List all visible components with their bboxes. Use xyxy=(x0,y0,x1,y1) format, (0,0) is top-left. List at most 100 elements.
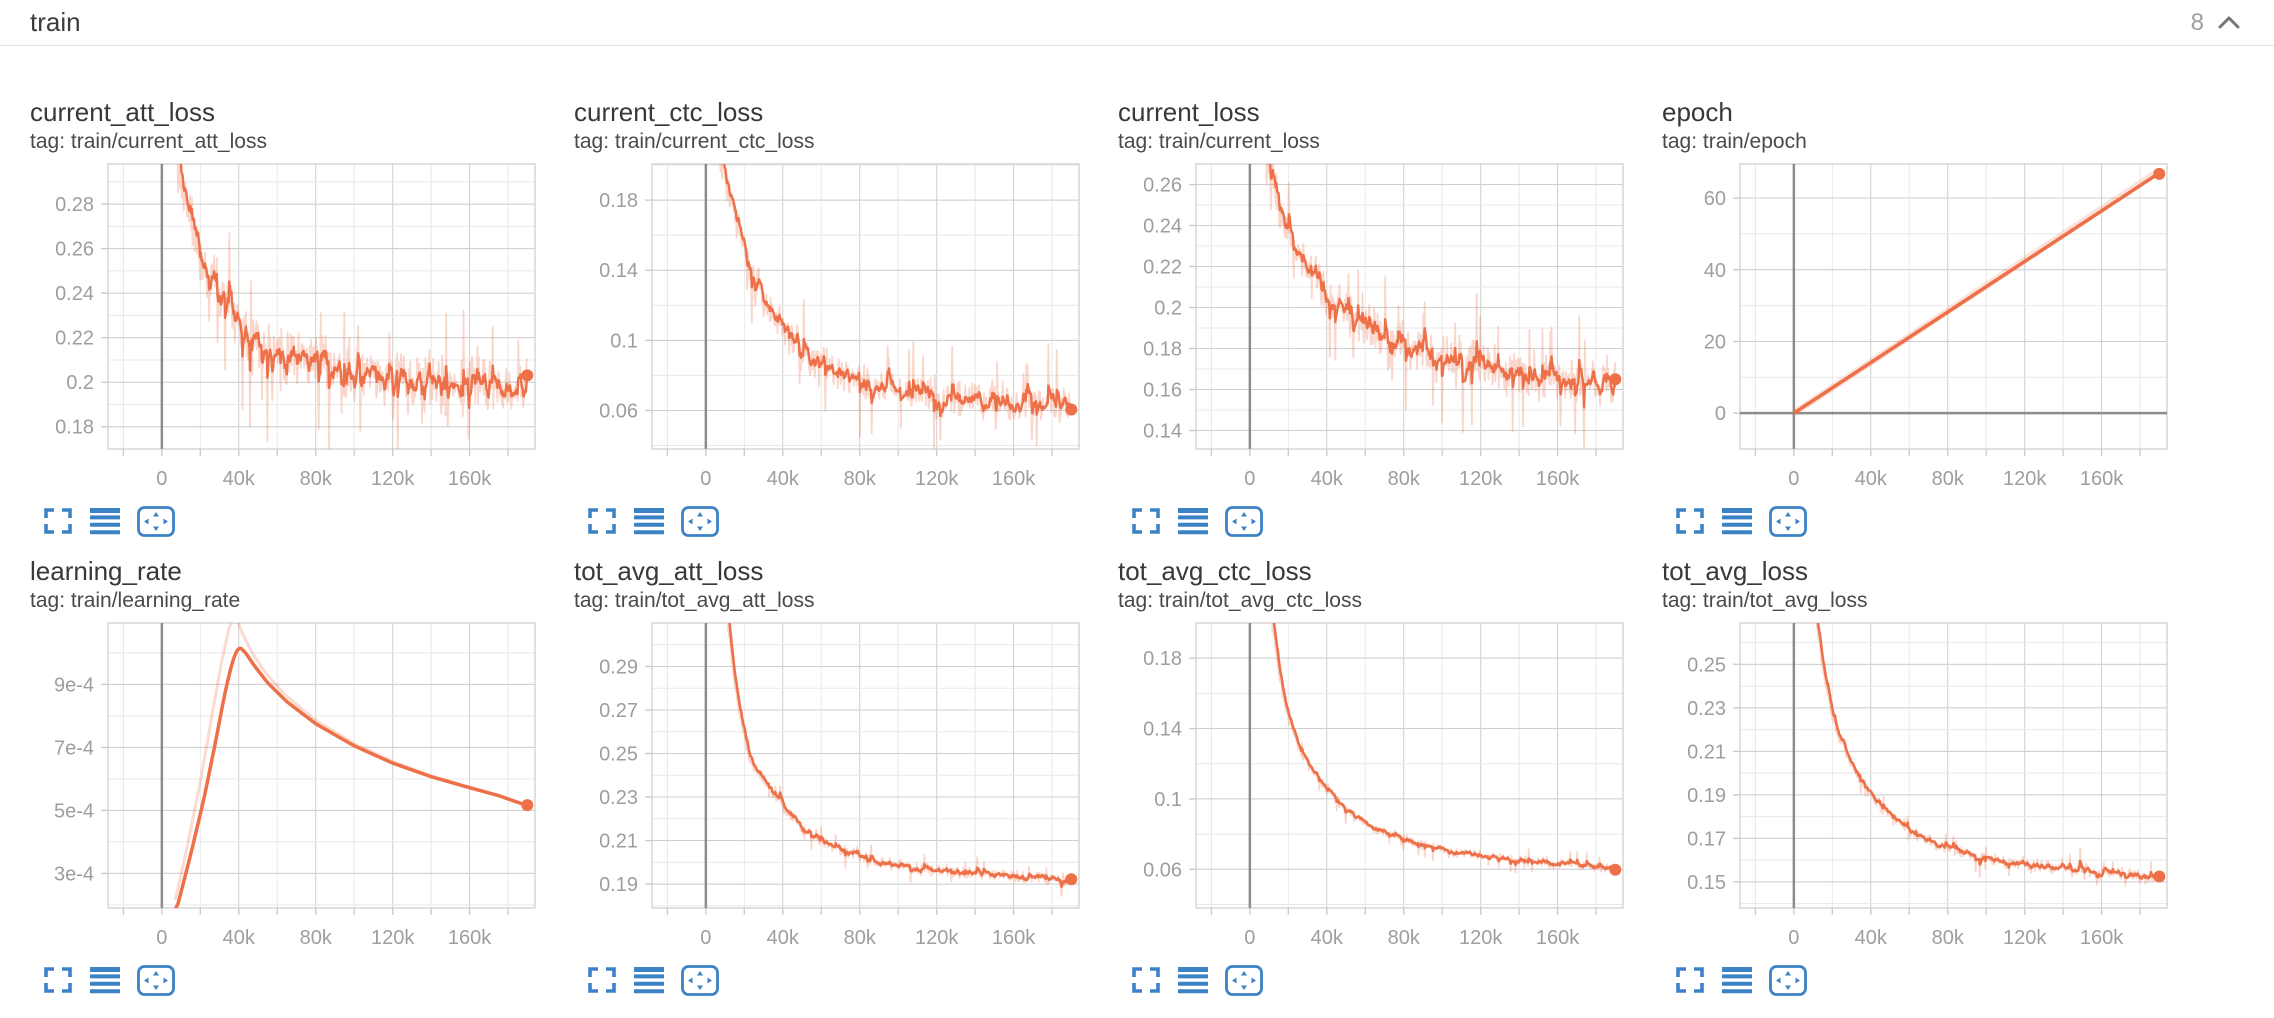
svg-text:40k: 40k xyxy=(1311,927,1344,949)
svg-text:0: 0 xyxy=(156,468,167,490)
svg-text:160k: 160k xyxy=(1536,927,1580,949)
chart-action-bar xyxy=(43,504,560,538)
chart-tag: tag: train/tot_avg_att_loss xyxy=(574,589,815,612)
chart-action-bar xyxy=(1675,504,2192,538)
scalar-chart-canvas[interactable]: 0.18 0.14 0.1 0.06 0 40k 80k 120k 160k xyxy=(574,158,1104,498)
chart-title: current_loss xyxy=(1118,97,1260,127)
svg-text:0.21: 0.21 xyxy=(599,831,638,853)
svg-text:0.25: 0.25 xyxy=(599,744,638,766)
scalar-chart-canvas[interactable]: 0.29 0.27 0.25 0.23 0.21 0.19 0 40k 80k 120k 160k xyxy=(574,617,1104,957)
scalar-chart-canvas[interactable]: 0.25 0.23 0.21 0.19 0.17 0.15 0 40k 80k 120k 160k xyxy=(1662,617,2192,957)
scalar-chart-card: learning_rate tag: train/learning_rate 9e-… xyxy=(30,555,560,997)
svg-text:80k: 80k xyxy=(300,927,333,949)
svg-text:40k: 40k xyxy=(1311,468,1344,490)
scalar-chart-canvas[interactable]: 0.26 0.24 0.22 0.2 0.18 0.16 0.14 0 40k 80k 120k 16… xyxy=(1118,158,1648,498)
fit-domain-icon[interactable] xyxy=(137,964,175,996)
chart-count-badge: 8 xyxy=(2190,8,2204,36)
svg-text:0: 0 xyxy=(1788,468,1799,490)
svg-text:0.18: 0.18 xyxy=(1143,339,1182,361)
svg-text:0.21: 0.21 xyxy=(1687,741,1726,763)
scalar-chart-card: current_ctc_loss tag: train/current_ctc_l… xyxy=(574,96,1104,538)
svg-text:0.23: 0.23 xyxy=(1687,698,1726,720)
chart-title: current_att_loss xyxy=(30,97,215,127)
fit-domain-icon[interactable] xyxy=(1225,505,1263,537)
chart-tag: tag: train/tot_avg_loss xyxy=(1662,589,1868,612)
scalar-chart-canvas[interactable]: 9e-4 7e-4 5e-4 3e-4 0 40k 80k 120k 160k xyxy=(30,617,560,957)
data-lines-icon[interactable] xyxy=(90,507,120,535)
fullscreen-icon[interactable] xyxy=(1675,966,1705,994)
svg-text:0.15: 0.15 xyxy=(1687,872,1726,894)
svg-text:0.17: 0.17 xyxy=(1687,828,1726,850)
fit-domain-icon[interactable] xyxy=(1769,505,1807,537)
svg-text:0.24: 0.24 xyxy=(1143,216,1182,238)
svg-text:40k: 40k xyxy=(767,927,800,949)
data-lines-icon[interactable] xyxy=(1722,507,1752,535)
fit-domain-icon[interactable] xyxy=(137,505,175,537)
svg-text:0.2: 0.2 xyxy=(1154,298,1182,320)
svg-text:0.28: 0.28 xyxy=(55,194,94,216)
svg-text:0.29: 0.29 xyxy=(599,657,638,679)
scalar-chart-canvas[interactable]: 60 40 20 0 0 40k 80k 120k 160k xyxy=(1662,158,2192,498)
svg-text:120k: 120k xyxy=(915,468,959,490)
chart-action-bar xyxy=(1131,963,1648,997)
svg-text:120k: 120k xyxy=(371,468,415,490)
svg-text:160k: 160k xyxy=(2080,927,2124,949)
svg-text:80k: 80k xyxy=(1388,927,1421,949)
svg-text:80k: 80k xyxy=(1932,468,1965,490)
svg-text:40: 40 xyxy=(1704,260,1726,282)
svg-text:0.23: 0.23 xyxy=(599,787,638,809)
svg-text:80k: 80k xyxy=(844,927,877,949)
data-lines-icon[interactable] xyxy=(1178,966,1208,994)
svg-text:60: 60 xyxy=(1704,188,1726,210)
fullscreen-icon[interactable] xyxy=(1131,966,1161,994)
svg-text:0: 0 xyxy=(156,927,167,949)
svg-text:80k: 80k xyxy=(300,468,333,490)
fit-domain-icon[interactable] xyxy=(681,505,719,537)
chart-grid: current_att_loss tag: train/current_att_l… xyxy=(0,96,2274,997)
svg-text:0.26: 0.26 xyxy=(55,239,94,261)
svg-text:0.24: 0.24 xyxy=(55,283,94,305)
svg-text:0.06: 0.06 xyxy=(1143,859,1182,881)
chart-tag: tag: train/current_ctc_loss xyxy=(574,130,815,153)
svg-text:80k: 80k xyxy=(1388,468,1421,490)
scalar-chart-card: tot_avg_att_loss tag: train/tot_avg_att_l… xyxy=(574,555,1104,997)
svg-text:120k: 120k xyxy=(2003,927,2047,949)
data-lines-icon[interactable] xyxy=(634,507,664,535)
svg-text:40k: 40k xyxy=(767,468,800,490)
scalar-chart-card: current_loss tag: train/current_loss 0.26 0… xyxy=(1118,96,1648,538)
svg-text:0.14: 0.14 xyxy=(1143,421,1182,443)
data-lines-icon[interactable] xyxy=(634,966,664,994)
fullscreen-icon[interactable] xyxy=(587,966,617,994)
section-header[interactable]: train 8 xyxy=(0,0,2274,46)
fullscreen-icon[interactable] xyxy=(587,507,617,535)
svg-text:20: 20 xyxy=(1704,331,1726,353)
svg-text:0.25: 0.25 xyxy=(1687,654,1726,676)
data-lines-icon[interactable] xyxy=(1178,507,1208,535)
fullscreen-icon[interactable] xyxy=(1675,507,1705,535)
fullscreen-icon[interactable] xyxy=(43,966,73,994)
svg-text:0.16: 0.16 xyxy=(1143,380,1182,402)
scalar-chart-card: tot_avg_loss tag: train/tot_avg_loss 0.25 0… xyxy=(1662,555,2192,997)
fit-domain-icon[interactable] xyxy=(1769,964,1807,996)
svg-text:0.18: 0.18 xyxy=(55,417,94,439)
svg-text:160k: 160k xyxy=(992,927,1036,949)
svg-text:0.18: 0.18 xyxy=(599,190,638,212)
data-lines-icon[interactable] xyxy=(90,966,120,994)
fullscreen-icon[interactable] xyxy=(43,507,73,535)
fit-domain-icon[interactable] xyxy=(681,964,719,996)
svg-text:120k: 120k xyxy=(915,927,959,949)
scalar-chart-canvas[interactable]: 0.18 0.14 0.1 0.06 0 40k 80k 120k 160k xyxy=(1118,617,1648,957)
scalar-chart-card: tot_avg_ctc_loss tag: train/tot_avg_ctc_l… xyxy=(1118,555,1648,997)
fullscreen-icon[interactable] xyxy=(1131,507,1161,535)
chevron-up-icon[interactable] xyxy=(2218,16,2240,29)
section-header-controls: 8 xyxy=(2191,9,2240,37)
svg-text:9e-4: 9e-4 xyxy=(54,674,94,696)
svg-text:0: 0 xyxy=(700,927,711,949)
svg-text:0.06: 0.06 xyxy=(599,400,638,422)
svg-text:0.14: 0.14 xyxy=(599,260,638,282)
fit-domain-icon[interactable] xyxy=(1225,964,1263,996)
svg-text:0.22: 0.22 xyxy=(1143,257,1182,279)
data-lines-icon[interactable] xyxy=(1722,966,1752,994)
scalar-chart-canvas[interactable]: 0.28 0.26 0.24 0.22 0.2 0.18 0 40k 80k 120k 160k xyxy=(30,158,560,498)
svg-text:40k: 40k xyxy=(1855,468,1888,490)
